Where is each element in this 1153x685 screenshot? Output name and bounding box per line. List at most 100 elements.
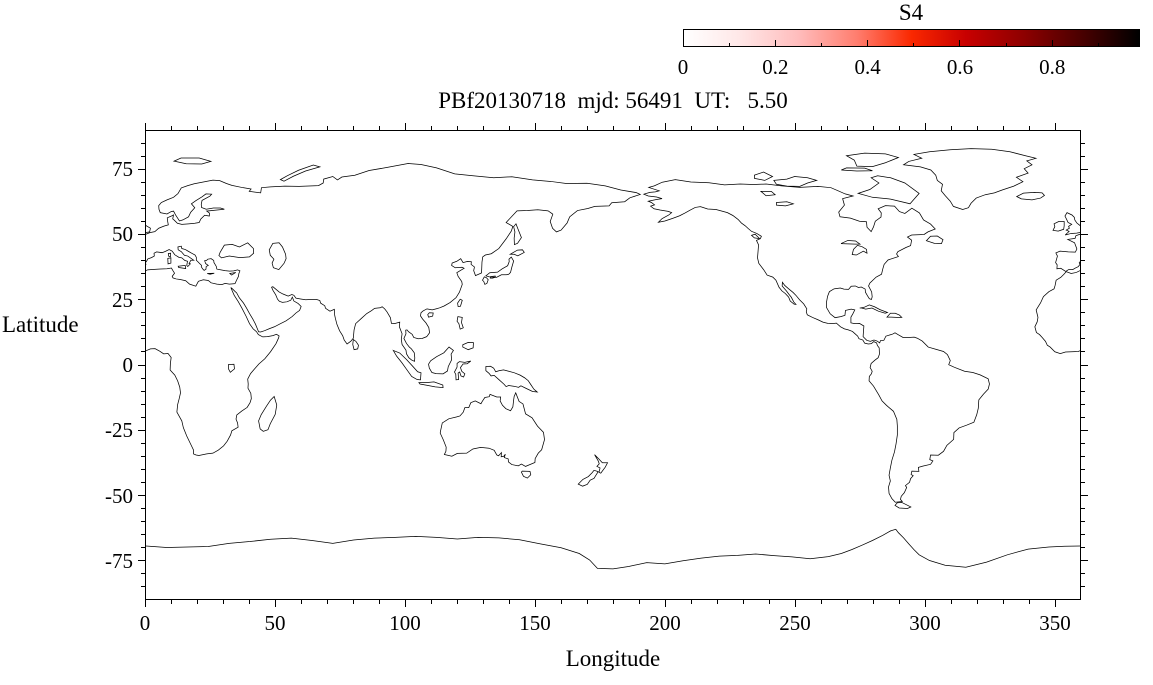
- x-tick-label: 150: [519, 611, 551, 635]
- colorbar-tick: [867, 40, 869, 46]
- coastline-new-guinea: [486, 366, 537, 392]
- y-minor-tick-mirror: [1081, 416, 1085, 418]
- world-map: [146, 131, 1080, 599]
- x-minor-tick-mirror: [820, 126, 822, 130]
- x-minor-tick: [378, 600, 380, 604]
- y-minor-tick-mirror: [1081, 286, 1085, 288]
- x-major-tick: [794, 600, 796, 607]
- x-minor-tick-mirror: [976, 126, 978, 130]
- y-major-tick: [138, 364, 145, 366]
- x-major-tick-mirror: [274, 123, 276, 130]
- coastline-cyprus: [230, 272, 236, 275]
- x-minor-tick: [846, 600, 848, 604]
- x-minor-tick-mirror: [950, 126, 952, 130]
- x-minor-tick: [898, 600, 900, 604]
- y-minor-tick: [141, 286, 145, 288]
- y-minor-tick-mirror: [1081, 155, 1085, 157]
- x-minor-tick-mirror: [1002, 126, 1004, 130]
- x-minor-tick: [326, 600, 328, 604]
- coastline-baffin-island: [858, 176, 919, 204]
- coastline-tierra-del-fuego: [895, 503, 911, 509]
- x-minor-tick: [456, 600, 458, 604]
- colorbar-title: S4: [898, 0, 924, 25]
- coastline-devon-island: [841, 168, 872, 171]
- x-major-tick-mirror: [144, 123, 146, 130]
- y-minor-tick: [141, 377, 145, 379]
- y-minor-tick: [141, 482, 145, 483]
- y-minor-tick-mirror: [1081, 260, 1085, 262]
- x-tick-label: 100: [389, 611, 421, 635]
- x-minor-tick-mirror: [1028, 126, 1030, 130]
- y-minor-tick-mirror: [1081, 325, 1085, 327]
- y-minor-tick: [141, 416, 145, 418]
- y-minor-tick: [141, 455, 145, 457]
- y-minor-tick: [141, 312, 145, 314]
- x-minor-tick: [508, 600, 510, 604]
- colorbar-tick: [1005, 43, 1007, 46]
- y-tick-label: -25: [105, 418, 133, 443]
- y-minor-tick-mirror: [1081, 573, 1085, 575]
- x-major-tick-mirror: [664, 123, 666, 130]
- plot-title: PBf20130718 mjd: 56491 UT: 5.50: [438, 88, 788, 113]
- colorbar-tick-label: 0.4: [854, 55, 881, 79]
- colorbar-tick: [820, 43, 822, 46]
- y-minor-tick: [141, 534, 145, 536]
- coastline-svalbard: [174, 158, 211, 164]
- x-minor-tick-mirror: [872, 126, 874, 130]
- coastline-antarctica: [146, 529, 1080, 569]
- y-minor-tick: [141, 181, 145, 183]
- y-minor-tick: [141, 325, 145, 327]
- x-minor-tick-mirror: [898, 126, 900, 130]
- x-minor-tick: [690, 600, 692, 604]
- x-minor-tick: [716, 600, 718, 604]
- y-minor-tick: [141, 351, 145, 353]
- coastline-borneo: [429, 347, 454, 374]
- coastline-kyushu: [482, 277, 488, 285]
- x-minor-tick: [430, 600, 432, 604]
- colorbar-tick-label: 0.8: [1039, 55, 1066, 79]
- y-major-tick: [138, 429, 145, 431]
- y-minor-tick: [141, 155, 145, 157]
- y-minor-tick-mirror: [1081, 194, 1085, 196]
- colorbar-tick: [913, 43, 915, 46]
- y-minor-tick: [141, 468, 145, 470]
- x-minor-tick-mirror: [378, 126, 380, 130]
- coastline-lake-victoria: [229, 364, 235, 372]
- x-minor-tick-mirror: [196, 126, 198, 130]
- coastline-uk: [146, 213, 150, 235]
- x-major-tick-mirror: [794, 123, 796, 130]
- x-minor-tick: [560, 600, 562, 604]
- y-minor-tick: [141, 390, 145, 392]
- coastline-taiwan: [458, 299, 463, 306]
- coastline-iceland: [1017, 192, 1045, 200]
- y-minor-tick-mirror: [1081, 390, 1085, 392]
- x-minor-tick-mirror: [716, 126, 718, 130]
- y-major-tick: [138, 168, 145, 170]
- y-minor-tick-mirror: [1081, 521, 1085, 523]
- y-minor-tick: [141, 260, 145, 262]
- y-minor-tick-mirror: [1081, 468, 1085, 470]
- x-tick-label: 350: [1039, 611, 1071, 635]
- coastline-sicily: [178, 265, 186, 268]
- x-minor-tick-mirror: [248, 126, 250, 130]
- x-minor-tick-mirror: [560, 126, 562, 130]
- x-minor-tick-mirror: [638, 126, 640, 130]
- x-minor-tick-mirror: [742, 126, 744, 130]
- x-major-tick: [664, 600, 666, 607]
- y-minor-tick: [141, 521, 145, 523]
- x-minor-tick: [196, 600, 198, 604]
- coastline-nz-south: [578, 470, 598, 486]
- x-major-tick: [534, 600, 536, 607]
- y-minor-tick: [141, 508, 145, 510]
- coastline-americas: [644, 180, 990, 503]
- coastline-black-sea: [219, 243, 254, 258]
- x-minor-tick: [1002, 600, 1004, 604]
- coastline-novaya-zemlya: [280, 165, 319, 181]
- coastline-sri-lanka: [353, 340, 359, 350]
- y-minor-tick-mirror: [1081, 338, 1085, 340]
- colorbar-tick: [728, 43, 730, 46]
- x-minor-tick-mirror: [352, 126, 354, 130]
- coastline-mindanao: [463, 342, 474, 349]
- y-major-tick-mirror: [1081, 560, 1088, 562]
